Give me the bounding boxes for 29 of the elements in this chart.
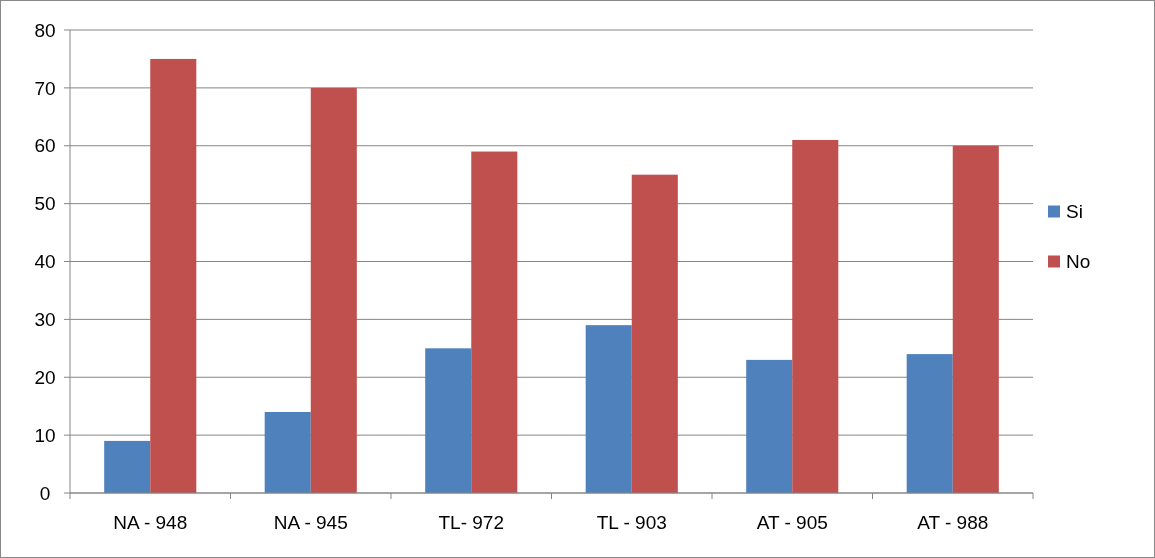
bar [631, 174, 678, 493]
bar [906, 354, 953, 493]
bar [952, 145, 999, 493]
x-tick-label: TL - 903 [596, 512, 667, 533]
legend-label: Si [1066, 201, 1083, 223]
x-tick-label: NA - 945 [273, 512, 348, 533]
x-tick-label: AT - 988 [917, 512, 989, 533]
y-tick-label: 0 [39, 482, 51, 504]
x-tick-label: AT - 905 [756, 512, 828, 533]
bar [310, 87, 357, 493]
x-tick-label: NA - 948 [113, 512, 188, 533]
y-tick-label: 60 [34, 135, 56, 157]
y-tick-label: 20 [34, 366, 56, 388]
y-tick-label: 80 [34, 19, 56, 41]
bar [150, 58, 197, 493]
bar [585, 325, 632, 493]
y-tick-label: 70 [34, 77, 56, 99]
legend-label: No [1066, 251, 1091, 273]
bar [471, 151, 518, 493]
y-tick-label: 30 [34, 309, 56, 331]
bar [425, 348, 472, 493]
bar [746, 359, 793, 493]
bar [792, 139, 839, 493]
y-tick-label: 50 [34, 193, 56, 215]
y-tick-label: 40 [34, 251, 56, 273]
bar [264, 411, 311, 493]
x-tick-label: TL- 972 [438, 512, 504, 533]
bar [104, 440, 151, 493]
y-tick-label: 10 [34, 424, 56, 446]
